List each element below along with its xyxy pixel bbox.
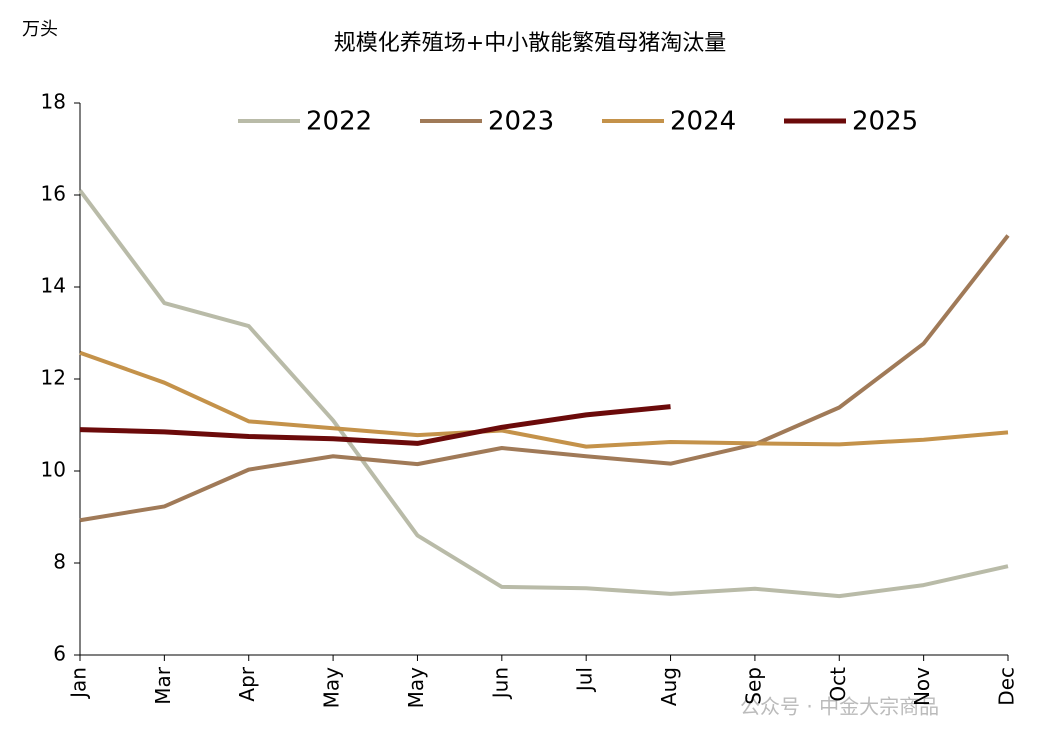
x-tick-label: Dec [995,667,1019,706]
x-tick-label: Nov [910,667,934,706]
x-tick-label: Oct [826,667,850,702]
series-line [79,234,1010,523]
watermark: 公众号 · 中金大宗商品 [740,695,939,719]
x-tick-label: May [404,667,428,709]
y-tick-label: 18 [41,90,66,114]
legend-label: 2024 [670,107,736,137]
legend-label: 2023 [488,107,554,137]
series-line [79,404,671,446]
x-tick-label: Jun [488,667,512,700]
y-tick-label: 10 [41,458,66,482]
legend-label: 2022 [306,107,372,137]
x-tick-label: Aug [657,667,681,706]
x-tick-label: Jul [573,667,597,693]
y-tick-label: 16 [41,182,66,206]
legend-label: 2025 [852,107,918,137]
x-tick-label: Jan [67,667,91,700]
y-tick-label: 6 [53,642,66,666]
x-tick-label: Mar [151,666,175,705]
y-tick-label: 8 [53,550,66,574]
chart-title: 规模化养殖场+中小散能繁殖母猪淘汰量 [334,31,726,56]
series-line [79,350,1009,449]
x-tick-label: Apr [235,666,259,701]
y-tick-label: 14 [41,274,66,298]
series-line [78,189,1009,599]
y-axis-label: 万头 [22,19,58,40]
y-tick-label: 12 [41,366,66,390]
x-tick-label: May [320,667,344,709]
x-tick-label: Sep [741,667,765,705]
